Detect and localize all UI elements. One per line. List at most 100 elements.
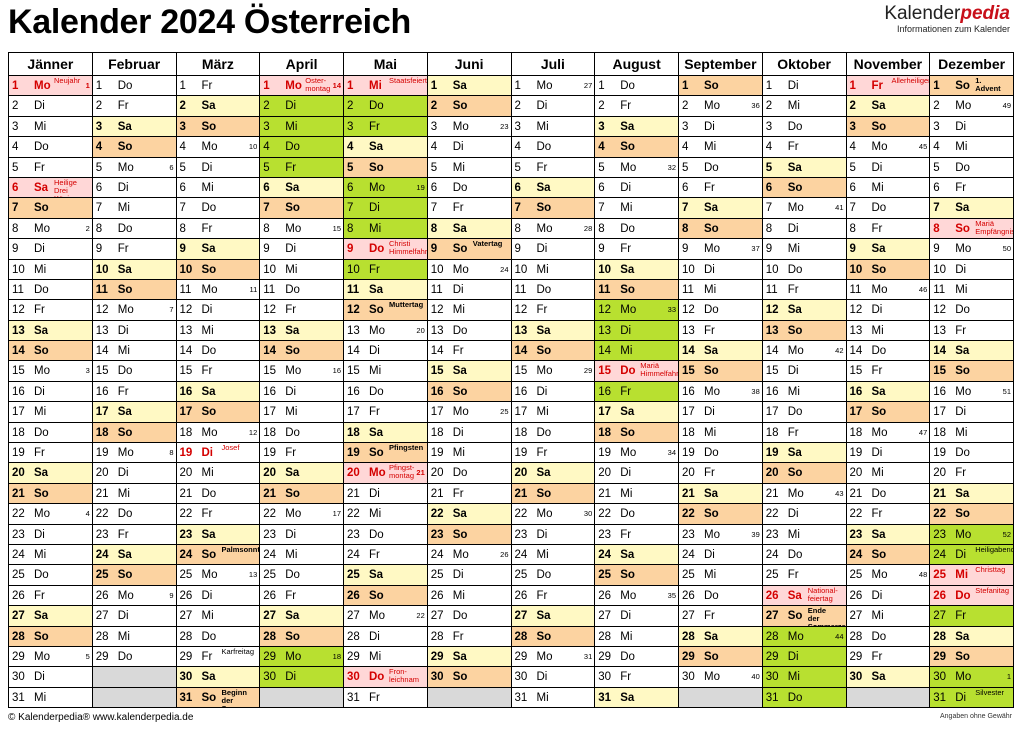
day-number: 8 bbox=[933, 222, 940, 235]
weekday: Mi bbox=[955, 283, 968, 296]
weekday: Do bbox=[620, 222, 635, 235]
day-cell: 26 Mi bbox=[426, 584, 512, 607]
weekday: Mi bbox=[117, 630, 130, 643]
day-cell: 1 Mo Oster-montag 14 bbox=[259, 74, 344, 97]
day-number: 3 bbox=[430, 120, 438, 133]
day-number: 15 bbox=[430, 365, 444, 378]
weekday: Fr bbox=[452, 345, 464, 358]
weekday: Do bbox=[201, 345, 217, 358]
day-cell: 6 Fr bbox=[678, 176, 763, 199]
weekday: Do bbox=[117, 650, 133, 663]
day-cell: 15 Do Mariä Himmelfahrt bbox=[594, 360, 679, 382]
day-cell: 23 Di bbox=[510, 523, 596, 545]
weekday: Do bbox=[369, 671, 385, 684]
day-number: 21 bbox=[179, 487, 193, 500]
day-number: 2 bbox=[430, 100, 438, 113]
weekday: So bbox=[620, 283, 635, 296]
weekday: Sa bbox=[452, 650, 467, 663]
day-number: 1 bbox=[933, 80, 940, 92]
day-number: 18 bbox=[849, 426, 863, 439]
day-number: 21 bbox=[95, 487, 109, 500]
day-number: 9 bbox=[179, 243, 186, 256]
day-number: 17 bbox=[765, 406, 779, 419]
day-number: 25 bbox=[347, 569, 360, 582]
day-cell: 13 Mo 20 bbox=[343, 319, 428, 342]
day-number: 13 bbox=[179, 324, 193, 337]
day-number: 16 bbox=[933, 385, 947, 398]
day-cell: 5 Fr bbox=[259, 156, 344, 178]
day-row: 22 Mo 4 22 Do 22 Fr 22 Mo 17 22 Mi 22 Sa 22 Mo 30 22 Do 22 S… bbox=[8, 503, 1014, 525]
day-cell: 6 Sa bbox=[259, 176, 344, 199]
weekday: Sa bbox=[285, 181, 300, 194]
day-cell: 10 Di bbox=[678, 258, 763, 280]
day-number: 19 bbox=[514, 447, 528, 460]
day-cell: 4 Do bbox=[259, 136, 344, 158]
weekday: So bbox=[285, 202, 300, 215]
weekday: Sa bbox=[871, 385, 886, 398]
day-cell: 22 Do bbox=[594, 503, 679, 525]
day-cell: 17 Fr bbox=[343, 401, 428, 423]
day-cell: 6 Mi bbox=[175, 176, 261, 199]
weekday: Do bbox=[787, 263, 803, 276]
day-number: 19 bbox=[849, 447, 863, 460]
day-cell: 12 So Muttertag bbox=[343, 299, 428, 321]
day-row: 5 Fr 5 Mo 6 5 Di 5 Fr 5 So 5 Mi 5 Fr 5 Mo 32 5 Do 5 Sa 5 Di 5 Do bbox=[8, 156, 1014, 178]
day-cell: 5 Sa bbox=[761, 156, 847, 178]
weekday: Sa bbox=[871, 100, 886, 113]
day-cell: 11 Mo 46 bbox=[845, 278, 931, 301]
day-cell: 13 Mi bbox=[175, 319, 261, 342]
day-number: 1 bbox=[179, 80, 186, 92]
weekday: Mi bbox=[536, 691, 549, 704]
day-number: 4 bbox=[95, 141, 103, 154]
weekday: Mi bbox=[369, 80, 382, 92]
weekday: Mo bbox=[452, 120, 469, 133]
weekday: Fr bbox=[536, 447, 548, 460]
day-number: 6 bbox=[765, 181, 773, 194]
day-cell: 14 Do bbox=[845, 340, 931, 362]
day-number: 13 bbox=[12, 324, 25, 337]
day-cell: 7 Do bbox=[175, 197, 261, 219]
day-number: 29 bbox=[179, 650, 193, 663]
holiday-label: Muttertag bbox=[389, 300, 424, 310]
day-cell: 27 Mi bbox=[845, 605, 931, 627]
day-cell: 14 Mo 42 bbox=[761, 340, 847, 362]
weekday: Mo bbox=[285, 222, 302, 235]
day-number: 2 bbox=[263, 100, 270, 113]
day-cell: 13 Sa bbox=[8, 319, 93, 342]
day-number: 8 bbox=[514, 222, 521, 235]
weekday: Di bbox=[34, 528, 45, 541]
weekday: Mo bbox=[704, 385, 720, 398]
weekday: Di bbox=[201, 589, 213, 602]
day-cell: 21 Fr bbox=[426, 482, 512, 505]
day-cell: 17 Mo 25 bbox=[426, 401, 512, 423]
day-number: 3 bbox=[179, 120, 186, 133]
day-number: 9 bbox=[514, 243, 521, 256]
weekday: Fr bbox=[201, 222, 213, 235]
holiday-label: Christtag bbox=[975, 565, 1006, 575]
day-cell: 4 So bbox=[594, 136, 679, 158]
day-cell: 9 Di bbox=[259, 238, 344, 260]
day-cell: 2 Di bbox=[259, 95, 344, 117]
weekday: Fr bbox=[34, 589, 45, 602]
day-cell: 3 Do bbox=[761, 115, 847, 138]
day-cell: 24 Sa bbox=[91, 543, 177, 566]
weekday: Di bbox=[369, 202, 380, 215]
weekday: Mo bbox=[201, 283, 218, 296]
day-cell: 10 Mi bbox=[259, 258, 344, 280]
day-number: 16 bbox=[12, 385, 25, 398]
weekday: Fr bbox=[871, 508, 883, 521]
weekday: Mi bbox=[452, 161, 465, 174]
day-cell: 23 Di bbox=[8, 523, 93, 545]
day-number: 5 bbox=[95, 161, 103, 174]
day-cell: 23 Mo 52 bbox=[929, 523, 1014, 545]
day-number: 25 bbox=[682, 569, 695, 582]
day-cell: 7 Di bbox=[343, 197, 428, 219]
day-number: 23 bbox=[933, 528, 947, 541]
day-number: 18 bbox=[682, 426, 695, 439]
weekday: Do bbox=[34, 141, 49, 154]
weekday: Fr bbox=[871, 80, 884, 92]
weekday: Di bbox=[34, 385, 45, 398]
day-number: 3 bbox=[598, 120, 605, 133]
day-number: 22 bbox=[933, 508, 947, 521]
weekday: Mo bbox=[369, 467, 386, 480]
